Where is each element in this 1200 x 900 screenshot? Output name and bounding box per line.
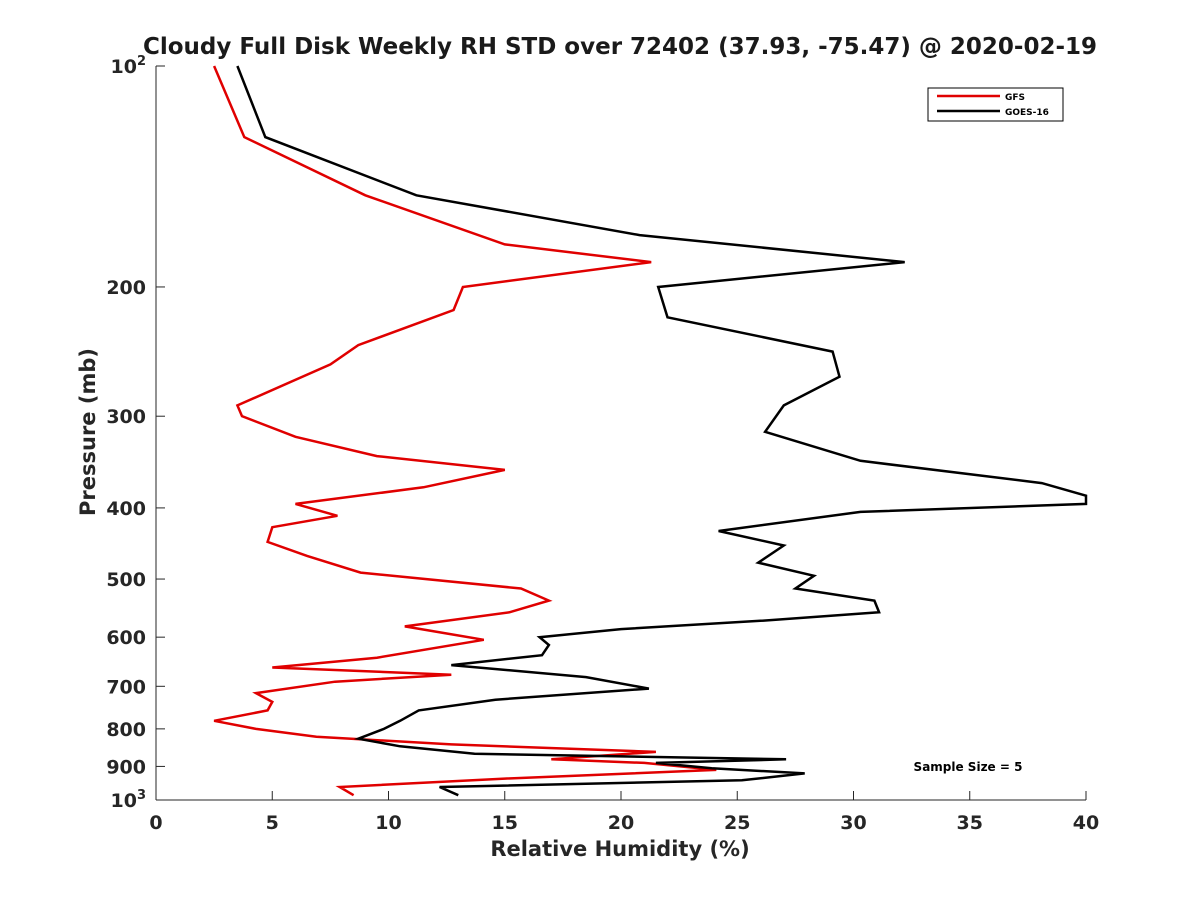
- x-tick-label: 30: [840, 812, 866, 834]
- y-tick-label: 103: [111, 788, 147, 812]
- series-layer: [212, 65, 1088, 797]
- y-tick-label: 500: [106, 569, 146, 591]
- y-tick-label: 600: [106, 627, 146, 649]
- y-tick-label: 400: [106, 498, 146, 520]
- x-tick-label: 0: [149, 812, 162, 834]
- y-tick-label: 700: [106, 676, 146, 698]
- legend: GFS GOES-16: [927, 87, 1064, 122]
- y-axis-label: Pressure (mb): [76, 348, 100, 516]
- legend-label-gfs: GFS: [1005, 93, 1025, 103]
- y-tick-label: 300: [106, 406, 146, 428]
- y-tick-label: 900: [106, 756, 146, 778]
- x-tick-label: 40: [1073, 812, 1099, 834]
- y-axis: 102 200 300 400 500 600 700 800 900 103: [106, 54, 165, 812]
- series-line-goes16: [236, 65, 1088, 797]
- legend-label-goes16: GOES-16: [1005, 108, 1049, 118]
- x-tick-label: 5: [266, 812, 279, 834]
- x-tick-label: 10: [375, 812, 401, 834]
- series-line-gfs: [212, 65, 717, 797]
- y-tick-label: 800: [106, 719, 146, 741]
- legend-box: [927, 87, 1064, 122]
- x-axis: 0 5 10 15 20 25 30 35 40: [149, 791, 1099, 834]
- x-axis-label: Relative Humidity (%): [490, 837, 749, 861]
- x-tick-label: 15: [492, 812, 518, 834]
- x-tick-label: 35: [957, 812, 983, 834]
- y-tick-label: 102: [111, 54, 147, 78]
- x-tick-label: 25: [724, 812, 750, 834]
- sample-size-annotation: Sample Size = 5: [914, 760, 1023, 774]
- y-tick-label: 200: [106, 277, 146, 299]
- chart-title: Cloudy Full Disk Weekly RH STD over 7240…: [143, 34, 1097, 60]
- x-tick-label: 20: [608, 812, 634, 834]
